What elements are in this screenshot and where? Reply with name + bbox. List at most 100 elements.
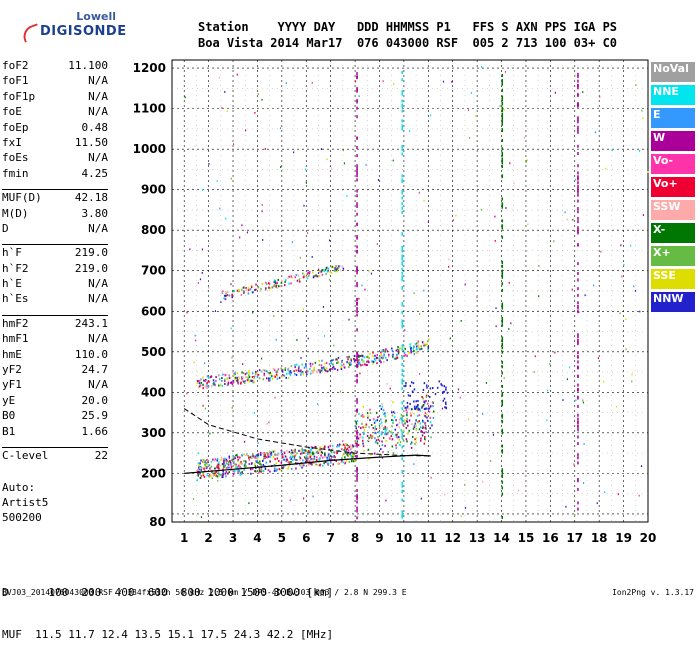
echo-point [290, 371, 292, 374]
interference-point [356, 249, 358, 253]
interference-point [577, 207, 579, 211]
interference-point [501, 161, 504, 165]
interference-point [501, 271, 504, 275]
interference-point [577, 226, 579, 230]
interference-point [577, 128, 579, 132]
echo-point [404, 354, 407, 357]
echo-point [290, 452, 293, 455]
echo-point [241, 454, 243, 457]
echo-point [228, 455, 231, 458]
echo-point [251, 375, 254, 378]
echo-point [414, 408, 417, 411]
param-row: M(D) 3.80 [2, 206, 108, 221]
interference-point [577, 230, 579, 234]
interference-point [401, 380, 403, 384]
interference-point [501, 371, 504, 375]
param-value: 20.0 [81, 393, 109, 407]
echo-point [436, 386, 439, 389]
echo-point [294, 276, 296, 279]
echo-point [301, 371, 304, 374]
echo-point [302, 459, 304, 462]
echo-point [250, 379, 252, 382]
echo-point [219, 383, 222, 386]
echo-point [406, 354, 408, 357]
interference-point [356, 234, 358, 238]
echo-point [426, 419, 429, 422]
echo-point [360, 364, 362, 367]
echo-point [445, 386, 447, 389]
interference-point [577, 79, 579, 83]
echo-point [367, 439, 370, 442]
noise-point [202, 404, 204, 407]
echo-point [236, 372, 239, 375]
echo-point [304, 452, 306, 455]
echo-point [213, 383, 216, 386]
echo-point [319, 446, 322, 449]
echo-point [406, 406, 408, 409]
echo-point [443, 385, 446, 388]
echo-point [232, 462, 235, 465]
x-tick-label: 19 [615, 531, 632, 545]
echo-point [245, 288, 248, 291]
echo-point [337, 361, 339, 364]
noise-point [386, 382, 388, 385]
echo-point [366, 435, 369, 438]
interference-point [577, 103, 579, 107]
interference-point [401, 378, 403, 382]
echo-point [259, 463, 261, 466]
echo-point [256, 374, 259, 377]
interference-point [356, 494, 358, 498]
echo-point [425, 407, 427, 410]
noise-point [638, 494, 640, 497]
echo-point [326, 367, 328, 370]
interference-point [401, 515, 403, 519]
echo-point [246, 376, 248, 379]
echo-point [404, 406, 406, 409]
echo-point [336, 270, 338, 273]
echo-point [411, 441, 413, 444]
echo-point [402, 345, 405, 348]
interference-point [577, 310, 579, 314]
echo-point [243, 468, 245, 471]
echo-point [418, 346, 420, 349]
param-value: 3.80 [81, 206, 109, 220]
echo-point [277, 285, 280, 288]
echo-point [281, 369, 283, 372]
echo-point [257, 453, 260, 456]
param-row: D N/A [2, 221, 108, 236]
auto-code: 500200 [2, 511, 42, 524]
echo-point [306, 277, 309, 280]
echo-point [395, 424, 398, 427]
noise-point [203, 362, 206, 365]
interference-point [401, 510, 403, 514]
echo-point [265, 281, 267, 284]
echo-point [407, 394, 410, 397]
echo-point [280, 449, 283, 452]
noise-point [248, 502, 250, 505]
echo-point [324, 445, 326, 448]
noise-point [441, 407, 444, 410]
noise-point [568, 366, 571, 369]
echo-point [351, 455, 354, 458]
echo-point [315, 274, 317, 277]
noise-point [513, 182, 515, 185]
echo-point [218, 373, 220, 376]
echo-point [274, 453, 276, 456]
echo-point [233, 290, 235, 293]
echo-point [235, 463, 238, 466]
echo-point [231, 292, 234, 295]
interference-point [356, 431, 358, 435]
param-row: hmF2 243.1 [2, 314, 108, 331]
interference-point [356, 72, 358, 76]
echo-point [356, 450, 358, 453]
echo-point [424, 411, 427, 414]
echo-point [362, 439, 364, 442]
echo-point [374, 425, 377, 428]
echo-point [333, 451, 336, 454]
noise-point [603, 380, 605, 383]
interference-point [501, 474, 504, 478]
legend-entry: E [651, 108, 695, 128]
legend-entry: NoVal [651, 62, 695, 82]
echo-point [197, 474, 199, 477]
echo-point [349, 363, 351, 366]
